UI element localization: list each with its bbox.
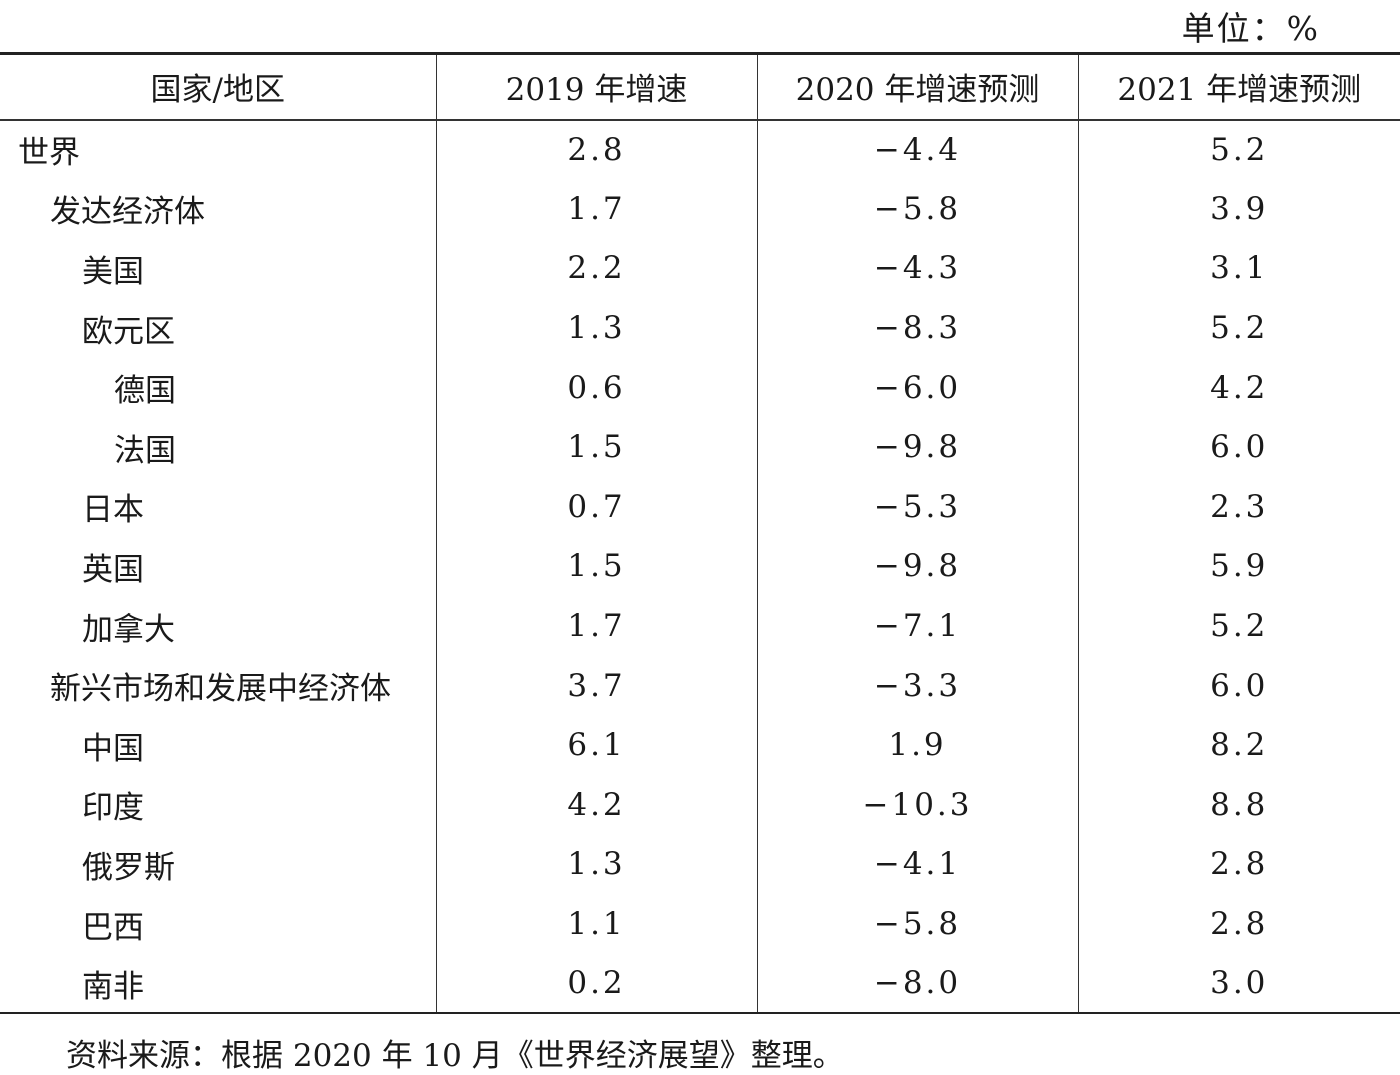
- cell-2021-forecast: 6.0: [1077, 417, 1400, 478]
- table-row: 日本 0.7 −5.3 2.3: [0, 477, 1400, 537]
- row-region-name: 世界: [18, 135, 80, 172]
- cell-2020-forecast: −5.3: [756, 477, 1078, 537]
- table-row: 俄罗斯 1.3 −4.1 2.8: [0, 834, 1400, 895]
- cell-2020-forecast: −4.3: [756, 238, 1078, 299]
- row-region-name: 加拿大: [82, 611, 175, 648]
- cell-2021-forecast: 3.9: [1077, 179, 1400, 239]
- row-region-name: 欧元区: [82, 313, 175, 350]
- cell-2021-forecast: 5.9: [1077, 536, 1400, 597]
- cell-2020-forecast: −8.0: [756, 953, 1078, 1015]
- cell-2019-growth: 0.2: [435, 953, 757, 1015]
- table-row: 法国 1.5 −9.8 6.0: [0, 417, 1400, 478]
- cell-2020-forecast: −5.8: [756, 179, 1078, 239]
- cell-2019-growth: 6.1: [435, 715, 757, 776]
- header-2020-forecast: 2020 年增速预测: [756, 52, 1078, 121]
- row-region-name: 美国: [82, 253, 144, 290]
- cell-2021-forecast: 8.2: [1077, 715, 1400, 776]
- cell-2021-forecast: 3.0: [1077, 953, 1400, 1015]
- row-region-name: 德国: [114, 373, 176, 410]
- table-row: 新兴市场和发展中经济体 3.7 −3.3 6.0: [0, 655, 1400, 716]
- cell-2019-growth: 2.8: [435, 119, 757, 180]
- cell-2021-forecast: 2.8: [1077, 894, 1400, 954]
- cell-2021-forecast: 5.2: [1077, 119, 1400, 180]
- cell-2019-growth: 0.7: [435, 477, 757, 537]
- cell-2019-growth: 1.1: [435, 894, 757, 954]
- cell-2020-forecast: −7.1: [756, 596, 1078, 656]
- unit-label: 单位：%: [1181, 9, 1320, 48]
- row-region-name: 中国: [82, 730, 144, 767]
- cell-2021-forecast: 5.2: [1077, 298, 1400, 358]
- row-region-name: 新兴市场和发展中经济体: [50, 671, 391, 708]
- header-2019-growth: 2019 年增速: [435, 52, 757, 121]
- cell-2019-growth: 1.5: [435, 417, 757, 478]
- cell-2020-forecast: −9.8: [756, 417, 1078, 478]
- table-row: 中国 6.1 1.9 8.2: [0, 715, 1400, 776]
- table-row: 加拿大 1.7 −7.1 5.2: [0, 596, 1400, 656]
- table-header: 国家/地区 2019 年增速 2020 年增速预测 2021 年增速预测: [0, 52, 1400, 121]
- cell-2019-growth: 3.7: [435, 655, 757, 716]
- table-row: 南非 0.2 −8.0 3.0: [0, 953, 1400, 1015]
- cell-2021-forecast: 8.8: [1077, 775, 1400, 835]
- table-row: 美国 2.2 −4.3 3.1: [0, 238, 1400, 299]
- row-region-name: 发达经济体: [50, 194, 205, 231]
- row-region-name: 英国: [82, 551, 144, 588]
- header-country-region: 国家/地区: [0, 52, 436, 121]
- cell-2020-forecast: −10.3: [756, 775, 1078, 835]
- table-row: 德国 0.6 −6.0 4.2: [0, 357, 1400, 418]
- table-row: 英国 1.5 −9.8 5.9: [0, 536, 1400, 597]
- table-row: 欧元区 1.3 −8.3 5.2: [0, 298, 1400, 358]
- cell-2019-growth: 0.6: [435, 357, 757, 418]
- cell-2019-growth: 4.2: [435, 775, 757, 835]
- cell-2020-forecast: 1.9: [756, 715, 1078, 776]
- row-region-name: 巴西: [82, 909, 144, 946]
- cell-2020-forecast: −8.3: [756, 298, 1078, 358]
- cell-2020-forecast: −3.3: [756, 655, 1078, 716]
- header-2021-forecast: 2021 年增速预测: [1077, 52, 1400, 121]
- cell-2019-growth: 1.7: [435, 596, 757, 656]
- table-row: 发达经济体 1.7 −5.8 3.9: [0, 179, 1400, 239]
- cell-2019-growth: 1.3: [435, 298, 757, 358]
- cell-2019-growth: 1.5: [435, 536, 757, 597]
- row-region-name: 法国: [114, 432, 176, 469]
- header-row: 国家/地区 2019 年增速 2020 年增速预测 2021 年增速预测: [0, 52, 1400, 121]
- cell-2021-forecast: 2.3: [1077, 477, 1400, 537]
- cell-2019-growth: 1.3: [435, 834, 757, 895]
- table-row: 世界 2.8 −4.4 5.2: [0, 119, 1400, 180]
- cell-2020-forecast: −5.8: [756, 894, 1078, 954]
- table-row: 印度 4.2 −10.3 8.8: [0, 775, 1400, 835]
- cell-2020-forecast: −9.8: [756, 536, 1078, 597]
- source-note: 资料来源：根据 2020 年 10 月《世界经济展望》整理。: [66, 1038, 844, 1074]
- cell-2020-forecast: −4.1: [756, 834, 1078, 895]
- cell-2019-growth: 1.7: [435, 179, 757, 239]
- growth-table: 国家/地区 2019 年增速 2020 年增速预测 2021 年增速预测 世界 2…: [0, 52, 1400, 1015]
- cell-2021-forecast: 4.2: [1077, 357, 1400, 418]
- table-row: 巴西 1.1 −5.8 2.8: [0, 894, 1400, 954]
- cell-2019-growth: 2.2: [435, 238, 757, 299]
- cell-2021-forecast: 3.1: [1077, 238, 1400, 299]
- cell-2021-forecast: 2.8: [1077, 834, 1400, 895]
- cell-2021-forecast: 5.2: [1077, 596, 1400, 656]
- cell-2021-forecast: 6.0: [1077, 655, 1400, 716]
- table-body: 世界 2.8 −4.4 5.2 发达经济体 1.7 −5.8 3.9 美国 2.2 −4.3 3.1 欧…: [0, 119, 1400, 1015]
- row-region-name: 俄罗斯: [82, 849, 175, 886]
- cell-2020-forecast: −4.4: [756, 119, 1078, 180]
- row-region-name: 印度: [82, 790, 144, 827]
- row-region-name: 日本: [82, 492, 144, 529]
- row-region-name: 南非: [0, 953, 436, 1015]
- cell-2020-forecast: −6.0: [756, 357, 1078, 418]
